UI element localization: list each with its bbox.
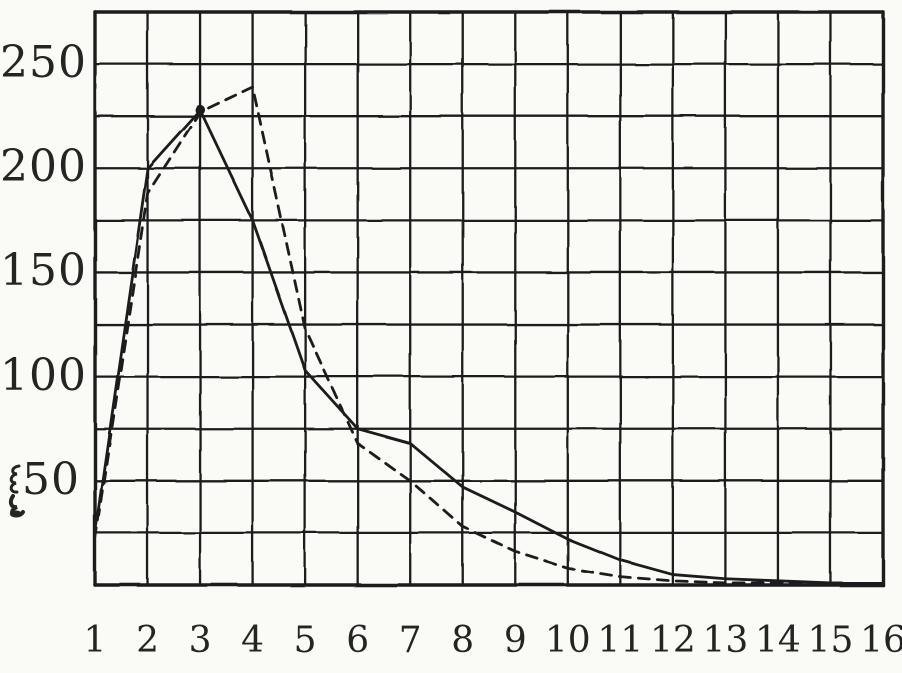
x-tick-label-7: 7: [398, 620, 422, 661]
x-tick-label-11: 11: [597, 620, 644, 661]
x-tick-label-15: 15: [807, 620, 854, 661]
x-tick-label-16: 16: [860, 620, 902, 661]
x-tick-label-10: 10: [544, 620, 591, 661]
solid-curve: [93, 108, 885, 585]
x-tick-label-6: 6: [346, 620, 370, 661]
peak-knot-dot: [195, 104, 206, 115]
x-tick-label-3: 3: [188, 620, 212, 661]
dashed-curve: [93, 85, 885, 587]
x-tick-label-13: 13: [702, 620, 749, 661]
y-tick-label-250: 250: [0, 37, 87, 89]
y-tick-label-100: 100: [0, 349, 87, 401]
ink-smudge-artifact: [8, 464, 25, 518]
y-tick-label-150: 150: [0, 245, 87, 297]
y-tick-label-50: 50: [22, 453, 80, 505]
x-tick-label-9: 9: [503, 620, 527, 661]
x-tick-label-2: 2: [136, 620, 159, 661]
x-tick-label-8: 8: [451, 620, 475, 661]
x-tick-label-1: 1: [83, 620, 107, 661]
y-tick-label-200: 200: [0, 141, 87, 193]
x-tick-label-12: 12: [649, 620, 696, 661]
x-tick-label-5: 5: [293, 620, 317, 661]
x-tick-label-14: 14: [755, 620, 801, 661]
x-tick-label-4: 4: [241, 620, 265, 661]
